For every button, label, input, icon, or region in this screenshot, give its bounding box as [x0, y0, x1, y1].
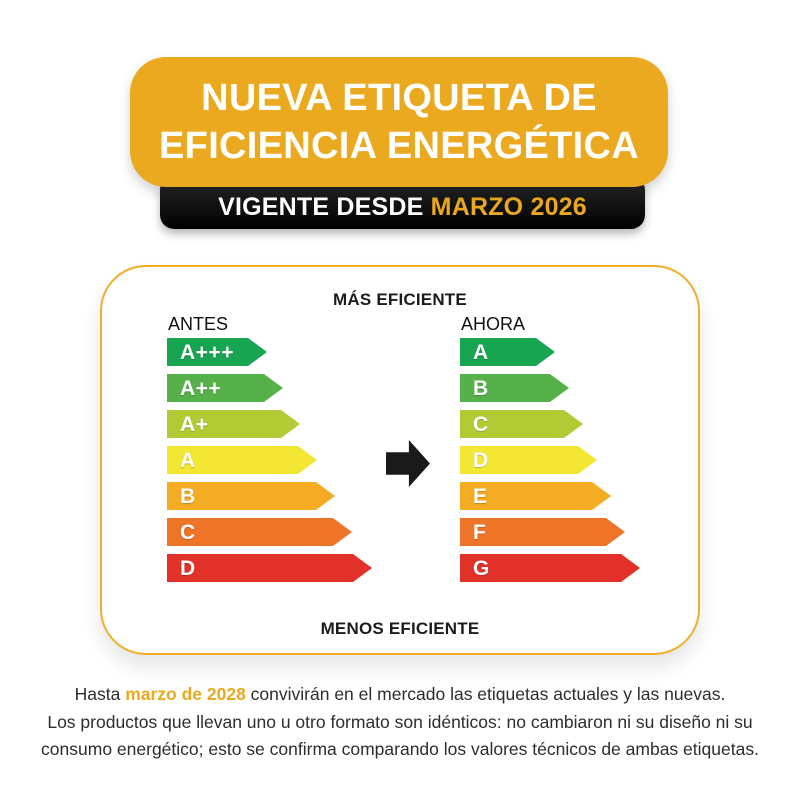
rating-label: A+++	[180, 340, 234, 364]
rating-label: F	[473, 520, 487, 544]
transition-arrow-icon	[386, 440, 430, 487]
rating-bar: E	[460, 482, 611, 510]
title-banner: NUEVA ETIQUETA DE EFICIENCIA ENERGÉTICA	[130, 57, 668, 187]
rating-label: D	[180, 556, 196, 580]
footer-note: Hasta marzo de 2028 convivirán en el mer…	[0, 681, 800, 764]
rating-label: G	[473, 556, 490, 580]
rating-label: A++	[180, 376, 222, 400]
rating-bar: A+++	[167, 338, 267, 366]
rating-label: B	[180, 484, 196, 508]
rating-label: A+	[180, 412, 209, 436]
rating-label: A	[180, 448, 196, 472]
footer-line2: Los productos que llevan uno u otro form…	[47, 711, 753, 732]
footer-line3: consumo energético; esto se confirma com…	[41, 739, 759, 759]
rating-label: C	[473, 412, 489, 436]
validity-text: VIGENTE DESDE MARZO 2026	[218, 186, 587, 229]
rating-bar: A++	[167, 374, 283, 402]
page-title: NUEVA ETIQUETA DE EFICIENCIA ENERGÉTICA	[159, 74, 639, 170]
rating-bar: B	[167, 482, 335, 510]
less-efficient-label: MENOS EFICIENTE	[320, 619, 480, 638]
title-line1: NUEVA ETIQUETA DE	[201, 77, 597, 119]
rating-bar: A+	[167, 410, 300, 438]
rating-bar: C	[167, 518, 352, 546]
rating-bar: B	[460, 374, 569, 402]
antes-heading: ANTES	[168, 314, 229, 334]
rating-label: B	[473, 376, 489, 400]
antes-bars: A+++ A++ A+ A B C D	[167, 338, 372, 582]
rating-bar: D	[460, 446, 597, 474]
rating-label: C	[180, 520, 196, 544]
rating-label: E	[473, 484, 488, 508]
rating-bar: C	[460, 410, 583, 438]
footer-line1-prefix: Hasta	[74, 684, 126, 704]
title-line2: EFICIENCIA ENERGÉTICA	[159, 125, 639, 167]
rating-bar: A	[167, 446, 317, 474]
rating-label: D	[473, 448, 489, 472]
rating-bar: D	[167, 554, 372, 582]
rating-bar: G	[460, 554, 640, 582]
more-efficient-label: MÁS EFICIENTE	[333, 290, 467, 309]
footer-date-highlight: marzo de 2028	[125, 684, 246, 704]
footer-line1-suffix: convivirán en el mercado las etiquetas a…	[245, 684, 726, 704]
validity-prefix: VIGENTE DESDE	[218, 193, 431, 221]
rating-bar: A	[460, 338, 555, 366]
rating-label: A	[473, 340, 489, 364]
ahora-heading: AHORA	[461, 314, 526, 334]
validity-date: MARZO 2026	[430, 193, 587, 221]
comparison-card: MÁS EFICIENTE ANTES AHORA A+++ A++ A+ A B C D …	[100, 265, 700, 655]
rating-bar: F	[460, 518, 625, 546]
